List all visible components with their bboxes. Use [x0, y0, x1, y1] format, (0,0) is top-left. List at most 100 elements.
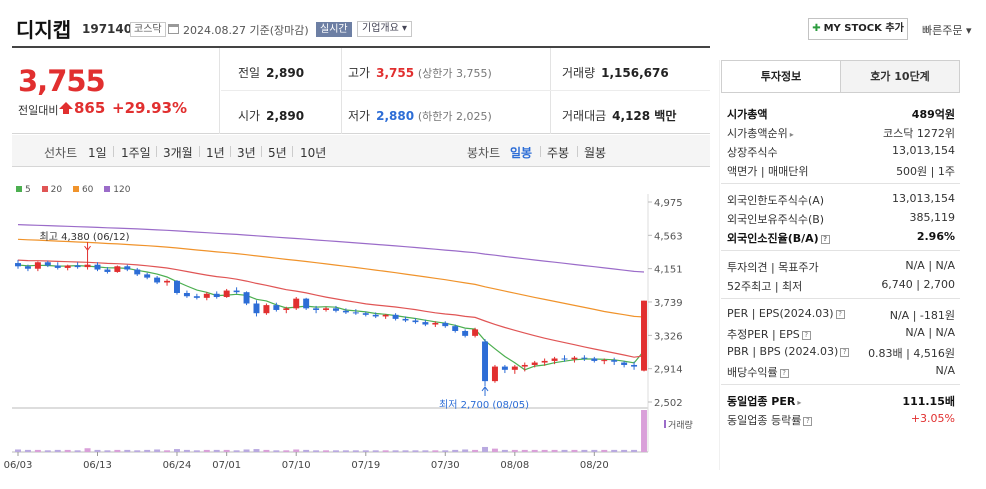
candle-body	[193, 296, 200, 298]
candle-body	[174, 280, 180, 293]
candle-body	[452, 326, 459, 331]
volume-bar	[641, 410, 647, 452]
trade-amount: 거래대금 4,128 백만	[562, 109, 677, 123]
price-chart[interactable]: 4,975 4,563 4,151 3,739 3,326 2,914 2,502 거래량 06…	[0, 170, 712, 480]
stock-name: 디지캡	[16, 18, 72, 42]
realtime-button[interactable]: 실시간	[316, 22, 352, 37]
volume-bar	[174, 449, 180, 452]
info-row[interactable]: 시가총액순위 ▸ 코스닥 1272위	[727, 123, 955, 141]
info-label: 추정PER | EPS?	[727, 326, 811, 342]
high-price: 고가 3,755 (상한가 3,755)	[348, 66, 492, 80]
info-row: PBR | BPS (2024.03)? 0.83배 | 4,516원	[727, 343, 955, 361]
x-tick-label: 06/24	[163, 460, 192, 471]
period-1w[interactable]: 1주일	[121, 146, 151, 160]
corp-info-dropdown[interactable]: 기업개요 ▾	[357, 21, 412, 37]
info-label: 상장주식수	[727, 146, 778, 159]
period-5y[interactable]: 5년	[268, 146, 287, 160]
x-tick-label: 07/01	[212, 460, 241, 471]
up-arrow-icon	[59, 102, 73, 114]
help-icon[interactable]: ?	[803, 417, 813, 426]
info-label: 시가총액	[727, 108, 768, 121]
candle-monthly[interactable]: 월봉	[584, 146, 607, 160]
volume-bar	[124, 449, 131, 452]
candle-body	[24, 266, 31, 269]
low-price: 저가 2,880 (하한가 2,025)	[348, 109, 492, 123]
divider	[721, 384, 960, 385]
line-chart-label: 선차트	[44, 146, 78, 160]
candle-body	[422, 322, 429, 325]
volume-bar	[213, 449, 220, 452]
candle-body	[511, 366, 518, 370]
current-price: 3,755	[18, 64, 106, 98]
open-price: 시가 2,890	[238, 109, 305, 123]
tab-orderbook[interactable]: 호가 10단계	[840, 61, 959, 92]
candle-body	[621, 362, 628, 365]
y-tick-label: 4,975	[654, 198, 683, 209]
quick-order-dropdown[interactable]: 빠른주문 ▾	[922, 24, 972, 37]
volume-bar	[293, 449, 300, 452]
info-value: 13,013,154	[892, 144, 955, 157]
candle-body	[382, 314, 389, 317]
ma-legend: 5 20 60 120	[16, 185, 138, 195]
volume-bar	[183, 449, 190, 452]
period-3m[interactable]: 3개월	[163, 146, 193, 160]
info-row: 투자의견 | 목표주가 N/A | N/A	[727, 257, 955, 275]
candle-body	[551, 358, 558, 361]
info-label: 외국인한도주식수(A)	[727, 194, 825, 207]
help-icon[interactable]: ?	[835, 310, 845, 319]
volume-bar	[154, 449, 161, 452]
change-percent: +29.93%	[112, 99, 188, 117]
help-icon[interactable]: ?	[779, 369, 789, 378]
period-1y[interactable]: 1년	[206, 146, 225, 160]
info-row[interactable]: 동일업종 PER ▸ 111.15배	[727, 391, 955, 409]
candle-body	[253, 303, 260, 314]
tab-invest-info[interactable]: 투자정보	[722, 61, 840, 92]
volume-bar	[571, 449, 578, 452]
candle-body	[233, 290, 240, 293]
info-value: N/A | -181원	[889, 309, 955, 322]
volume-bar	[591, 449, 598, 452]
candle-body	[124, 266, 131, 270]
candle-body	[54, 265, 61, 268]
y-tick-label: 4,151	[654, 265, 683, 276]
divider	[341, 48, 342, 134]
candle-body	[372, 314, 379, 317]
y-tick-label: 3,739	[654, 298, 683, 309]
info-label: PER | EPS(2024.03)?	[727, 307, 845, 320]
candle-weekly[interactable]: 주봉	[547, 146, 570, 160]
divider	[221, 90, 710, 91]
volume-bar	[15, 449, 21, 452]
volume-bar	[84, 448, 91, 452]
period-3y[interactable]: 3년	[237, 146, 256, 160]
x-tick-label: 06/03	[4, 460, 33, 471]
info-value: 489억원	[911, 108, 955, 121]
info-row: 배당수익률? N/A	[727, 362, 955, 380]
help-icon[interactable]: ?	[820, 235, 830, 244]
candle-chart-label: 봉차트	[467, 146, 501, 160]
volume-legend-swatch	[664, 420, 666, 428]
period-bar: 선차트 1일 1주일 3개월 1년 3년 5년 10년 봉차트 일봉 주봉 월봉	[12, 135, 710, 167]
help-icon[interactable]: ?	[840, 348, 850, 357]
volume-bar	[402, 450, 409, 452]
candle-body	[223, 290, 230, 298]
volume-bar	[164, 450, 171, 452]
volume-bar	[601, 449, 608, 452]
info-value: 0.83배 | 4,516원	[868, 347, 955, 360]
volume-bar	[581, 449, 588, 452]
help-icon[interactable]: ?	[801, 331, 811, 340]
candle-daily[interactable]: 일봉	[510, 146, 533, 160]
period-10y[interactable]: 10년	[300, 146, 327, 160]
candle-body	[342, 310, 349, 313]
period-1d[interactable]: 1일	[88, 146, 107, 160]
candle-body	[64, 265, 71, 268]
ma20-line	[17, 259, 645, 358]
candle-body	[601, 360, 608, 362]
candle-body	[482, 341, 488, 382]
candle-body	[313, 308, 320, 310]
candle-body	[402, 318, 409, 321]
volume-bar	[422, 450, 429, 452]
candle-body	[134, 269, 141, 275]
mystock-add-button[interactable]: ✚ MY STOCK 추가	[808, 18, 908, 40]
ma60-line	[17, 238, 645, 318]
volume-bar	[491, 448, 498, 452]
